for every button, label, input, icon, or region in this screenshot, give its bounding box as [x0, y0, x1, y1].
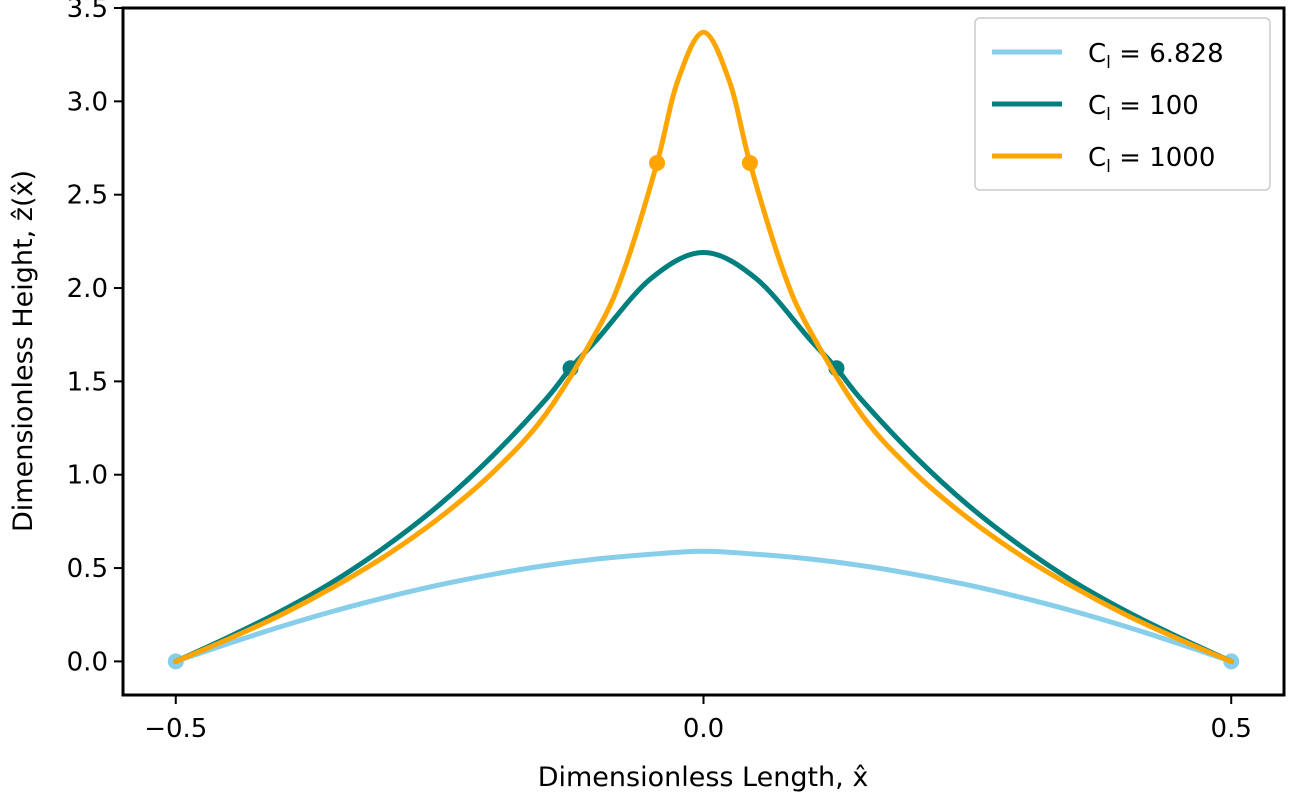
y-tick-label: 0.5: [67, 554, 108, 584]
y-tick-label: 0.0: [67, 647, 108, 677]
series-line-3: [173, 29, 1234, 664]
series-3-marker-1: [649, 154, 666, 171]
legend-box: [974, 17, 1271, 191]
legend-label-3: Cl = 1000: [1088, 143, 1215, 177]
y-tick-label: 3.5: [67, 0, 108, 24]
series-layer: [167, 29, 1240, 670]
legend-label-2: Cl = 100: [1088, 91, 1199, 125]
series-line-2: [173, 250, 1234, 664]
x-axis-label: Dimensionless Length, x̂: [538, 762, 869, 793]
y-tick-label: 1.0: [67, 461, 108, 491]
y-tick-label: 2.0: [67, 274, 108, 304]
series-line-1: [173, 548, 1234, 664]
y-axis-label: Dimensionless Height, ẑ(x̂): [8, 170, 39, 532]
series-3-marker-2: [741, 154, 758, 171]
x-tick-label: 0.0: [683, 714, 724, 744]
legend-label-1: Cl = 6.828: [1088, 39, 1224, 73]
y-axis-ticks: 0.0 0.5 1.0 1.5 2.0 2.5 3.0 3.5: [67, 0, 123, 677]
y-tick-label: 3.0: [67, 87, 108, 117]
x-tick-label: −0.5: [144, 714, 207, 744]
legend: Cl = 6.828 Cl = 100 Cl = 1000: [974, 17, 1271, 191]
x-tick-label: 0.5: [1211, 714, 1252, 744]
y-tick-label: 2.5: [67, 181, 108, 211]
x-axis-ticks: −0.5 0.0 0.5: [144, 695, 1252, 744]
y-tick-label: 1.5: [67, 367, 108, 397]
